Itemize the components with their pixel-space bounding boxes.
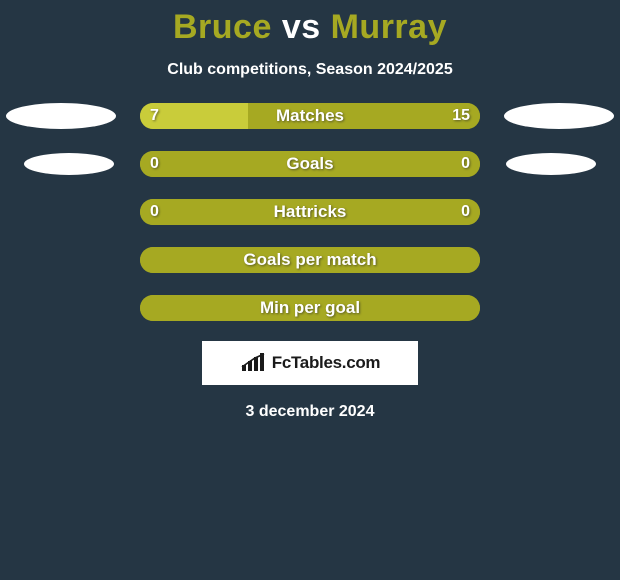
vs-separator: vs (282, 8, 321, 46)
stat-bar-right-fill (310, 151, 480, 177)
bars-icon (240, 353, 268, 373)
stat-row: Hattricks00 (0, 199, 620, 225)
stat-bar-right-fill (310, 295, 480, 321)
stat-row: Goals per match (0, 247, 620, 273)
stat-row: Min per goal (0, 295, 620, 321)
stat-bar (140, 247, 480, 273)
player2-oval (506, 153, 596, 175)
comparison-title: Bruce vs Murray (0, 0, 620, 47)
stat-bar-left-fill (140, 199, 310, 225)
player2-oval (504, 103, 614, 129)
stat-bar-left-fill (140, 103, 248, 129)
stat-bar (140, 151, 480, 177)
comparison-subtitle: Club competitions, Season 2024/2025 (0, 61, 620, 79)
stat-bar (140, 295, 480, 321)
stat-bar-left-fill (140, 151, 310, 177)
player1-oval (6, 103, 116, 129)
player2-name: Murray (331, 8, 447, 46)
stat-bar-right-fill (310, 199, 480, 225)
stat-bar-left-fill (140, 295, 310, 321)
snapshot-date: 3 december 2024 (0, 403, 620, 421)
player1-oval (24, 153, 114, 175)
logo-text: FcTables.com (272, 353, 381, 373)
stat-bar-right-fill (310, 247, 480, 273)
stat-bar-right-fill (248, 103, 480, 129)
stat-rows-container: Matches715 Goals00 Hattricks00 Goals per ma… (0, 103, 620, 321)
stat-row: Matches715 (0, 103, 620, 129)
stat-row: Goals00 (0, 151, 620, 177)
stat-bar-left-fill (140, 247, 310, 273)
stat-bar (140, 199, 480, 225)
site-logo: FcTables.com (202, 341, 418, 385)
stat-bar (140, 103, 480, 129)
player1-name: Bruce (173, 8, 272, 46)
